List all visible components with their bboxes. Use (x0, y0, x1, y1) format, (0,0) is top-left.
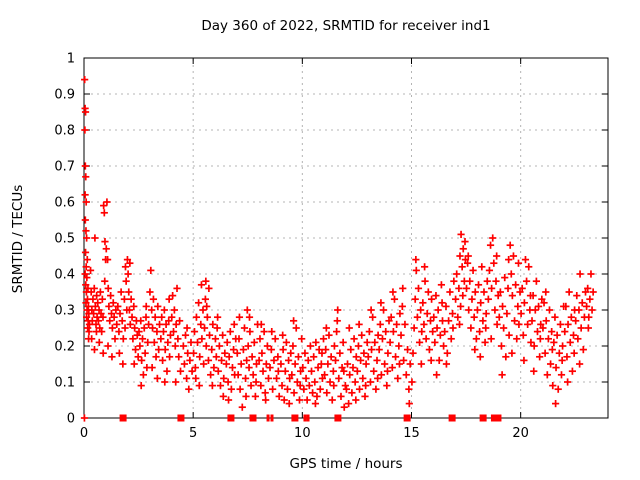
y-tick-label: 0 (67, 412, 75, 427)
chart-title: Day 360 of 2022, SRMTID for receiver ind… (201, 18, 491, 34)
data-gap-marker (303, 414, 307, 422)
y-tick-label: 1 (67, 52, 75, 67)
y-tick-label: 0.6 (54, 196, 75, 211)
y-tick-label: 0.7 (54, 160, 75, 175)
x-tick-label: 0 (80, 426, 88, 441)
y-tick-label: 0.5 (54, 232, 75, 247)
y-tick-label: 0.9 (54, 88, 75, 103)
data-gap-marker (306, 414, 310, 422)
y-tick-label: 0.8 (54, 124, 75, 139)
y-tick-label: 0.4 (54, 268, 75, 283)
data-gap-marker (266, 414, 270, 422)
data-gap-marker (334, 414, 342, 422)
data-gap-marker (494, 414, 502, 422)
data-gap-marker (270, 414, 274, 422)
data-gap-marker (227, 414, 235, 422)
data-gap-marker (403, 414, 411, 422)
data-gap-marker (119, 414, 127, 422)
data-gap-marker (291, 414, 299, 422)
y-tick-label: 0.3 (54, 304, 75, 319)
y-tick-label: 0.2 (54, 340, 75, 355)
x-tick-label: 20 (512, 426, 529, 441)
data-gap-marker (448, 414, 456, 422)
x-axis-label: GPS time / hours (289, 456, 403, 472)
x-tick-label: 5 (189, 426, 197, 441)
x-tick-label: 10 (294, 426, 311, 441)
x-tick-label: 15 (403, 426, 420, 441)
data-gap-marker (490, 414, 495, 422)
data-gap-marker (249, 414, 257, 422)
data-gap-marker (479, 414, 487, 422)
data-gap-marker (177, 414, 185, 422)
y-tick-label: 0.1 (54, 376, 75, 391)
